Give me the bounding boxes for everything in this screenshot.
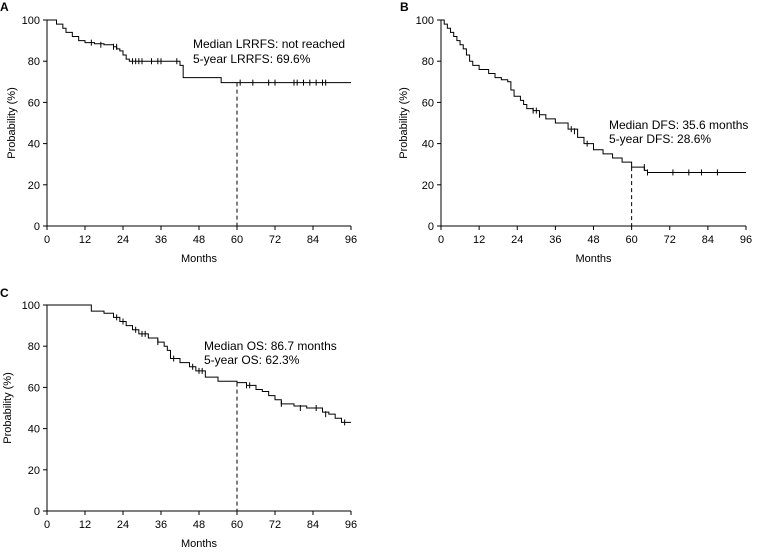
x-tick-label: 12 [79,234,91,246]
panel-letter: C [0,286,9,300]
annotation-text: 5-year OS: 62.3% [204,353,300,367]
y-tick-label: 20 [28,180,40,192]
survival-curve [441,19,746,173]
x-tick-label: 96 [345,519,357,531]
x-tick-label: 60 [626,234,638,246]
annotation-text: 5-year DFS: 28.6% [609,132,711,146]
x-tick-label: 72 [269,519,281,531]
y-tick-label: 80 [28,56,40,68]
annotation-text: Median OS: 86.7 months [204,339,337,353]
y-tick-label: 60 [422,97,434,109]
annotation-text: Median DFS: 35.6 months [609,118,748,132]
y-axis-title: Probability (%) [6,87,18,159]
y-axis-title: Probability (%) [2,372,14,444]
x-tick-label: 0 [44,519,50,531]
survival-curve [47,304,351,423]
x-tick-label: 24 [511,234,523,246]
x-tick-label: 48 [193,234,205,246]
x-tick-label: 60 [231,519,243,531]
y-tick-label: 40 [422,139,434,151]
y-tick-label: 60 [28,382,40,394]
y-tick-label: 100 [416,15,434,27]
x-tick-label: 48 [587,234,599,246]
y-tick-label: 60 [28,97,40,109]
x-tick-label: 12 [79,519,91,531]
x-tick-label: 84 [307,234,319,246]
panel-b: B 0 20 40 60 80 100 0 12 24 36 48 60 72 84 96 Months Prob… [398,0,752,265]
x-tick-label: 36 [155,234,167,246]
x-tick-label: 36 [549,234,561,246]
x-tick-label: 84 [702,234,714,246]
x-axis-title: Months [181,538,218,549]
y-tick-label: 20 [28,465,40,477]
x-tick-label: 72 [269,234,281,246]
x-tick-label: 0 [438,234,444,246]
annotation-text: Median LRRFS: not reached [193,37,345,51]
x-tick-label: 84 [307,519,319,531]
panel-letter: A [0,0,9,14]
annotation-text: 5-year LRRFS: 69.6% [193,52,311,66]
x-tick-label: 60 [231,234,243,246]
y-tick-label: 40 [28,139,40,151]
y-tick-label: 40 [28,424,40,436]
x-tick-label: 36 [155,519,167,531]
x-tick-label: 96 [345,234,357,246]
x-tick-label: 12 [473,234,485,246]
y-tick-label: 100 [22,15,40,27]
x-axis-title: Months [181,253,218,265]
y-tick-label: 0 [34,506,40,518]
y-tick-label: 20 [422,180,434,192]
x-tick-label: 0 [44,234,50,246]
panel-c: C 0 20 40 60 80 100 0 12 24 36 48 60 72 84 96 Months Prob… [0,286,357,550]
y-tick-label: 0 [34,221,40,233]
x-tick-label: 24 [117,519,129,531]
x-tick-label: 24 [117,234,129,246]
y-tick-label: 80 [28,341,40,353]
panel-letter: B [400,0,409,14]
y-tick-label: 0 [428,221,434,233]
x-tick-label: 48 [193,519,205,531]
y-tick-label: 80 [422,56,434,68]
panel-a: A 0 20 40 60 80 100 0 12 24 36 48 60 72 84 96 Months Prob… [0,0,357,265]
x-axis-title: Months [575,253,612,265]
y-tick-label: 100 [22,300,40,312]
x-tick-label: 72 [664,234,676,246]
x-tick-label: 96 [740,234,752,246]
y-axis-title: Probability (%) [398,87,410,159]
